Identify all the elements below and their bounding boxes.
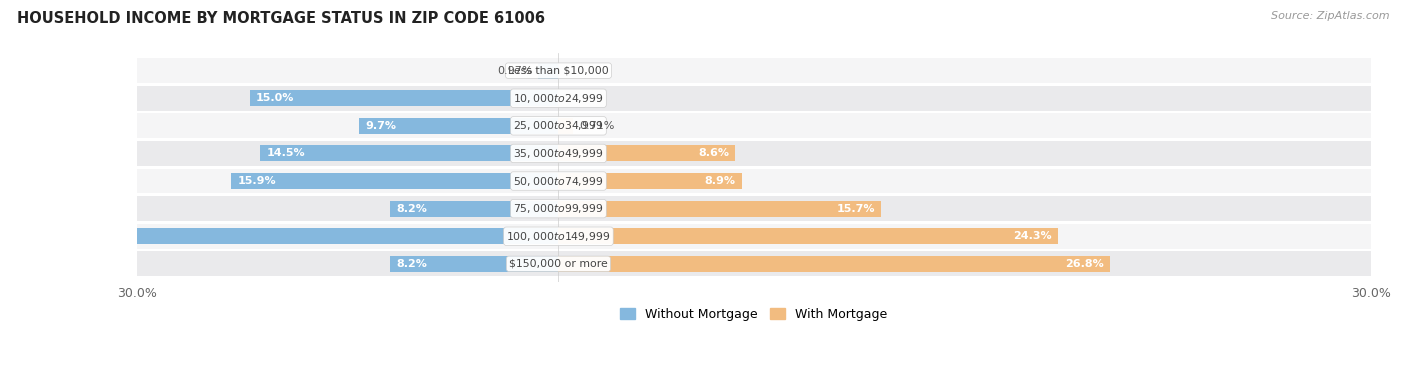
Text: 15.9%: 15.9% xyxy=(238,176,276,186)
Bar xyxy=(558,256,1109,272)
Text: 24.3%: 24.3% xyxy=(1014,231,1052,241)
Text: 14.5%: 14.5% xyxy=(266,149,305,158)
Text: 26.8%: 26.8% xyxy=(1064,259,1104,269)
Text: 9.7%: 9.7% xyxy=(366,121,396,131)
Bar xyxy=(136,169,1371,193)
Text: $25,000 to $34,999: $25,000 to $34,999 xyxy=(513,120,603,132)
Text: HOUSEHOLD INCOME BY MORTGAGE STATUS IN ZIP CODE 61006: HOUSEHOLD INCOME BY MORTGAGE STATUS IN Z… xyxy=(17,11,546,26)
Bar xyxy=(136,58,1371,83)
Bar xyxy=(136,196,1371,221)
Text: $150,000 or more: $150,000 or more xyxy=(509,259,607,269)
Bar xyxy=(260,146,558,161)
Text: $10,000 to $24,999: $10,000 to $24,999 xyxy=(513,92,603,105)
Bar xyxy=(136,251,1371,276)
Text: $75,000 to $99,999: $75,000 to $99,999 xyxy=(513,202,603,215)
Text: 8.2%: 8.2% xyxy=(396,204,427,214)
Text: Source: ZipAtlas.com: Source: ZipAtlas.com xyxy=(1271,11,1389,21)
Bar xyxy=(558,228,1059,244)
Bar xyxy=(558,118,574,134)
Text: $100,000 to $149,999: $100,000 to $149,999 xyxy=(506,230,610,243)
Text: $50,000 to $74,999: $50,000 to $74,999 xyxy=(513,175,603,187)
Legend: Without Mortgage, With Mortgage: Without Mortgage, With Mortgage xyxy=(616,303,893,326)
Bar xyxy=(232,173,558,189)
Text: 15.7%: 15.7% xyxy=(837,204,876,214)
Bar xyxy=(538,63,558,79)
Bar xyxy=(136,86,1371,111)
Text: 8.6%: 8.6% xyxy=(699,149,730,158)
Text: Less than $10,000: Less than $10,000 xyxy=(508,66,609,76)
Text: 8.2%: 8.2% xyxy=(396,259,427,269)
Bar xyxy=(0,228,558,244)
Bar xyxy=(250,90,558,106)
Text: 27.5%: 27.5% xyxy=(0,231,38,241)
Text: 15.0%: 15.0% xyxy=(256,93,294,103)
Text: $35,000 to $49,999: $35,000 to $49,999 xyxy=(513,147,603,160)
Text: 0.97%: 0.97% xyxy=(496,66,533,76)
Bar xyxy=(389,201,558,217)
Bar xyxy=(558,173,741,189)
Bar xyxy=(359,118,558,134)
Text: 8.9%: 8.9% xyxy=(704,176,735,186)
Bar xyxy=(136,141,1371,166)
Bar xyxy=(136,224,1371,249)
Text: 0.71%: 0.71% xyxy=(579,121,614,131)
Bar xyxy=(558,146,735,161)
Bar xyxy=(136,113,1371,138)
Bar xyxy=(558,201,882,217)
Bar xyxy=(389,256,558,272)
